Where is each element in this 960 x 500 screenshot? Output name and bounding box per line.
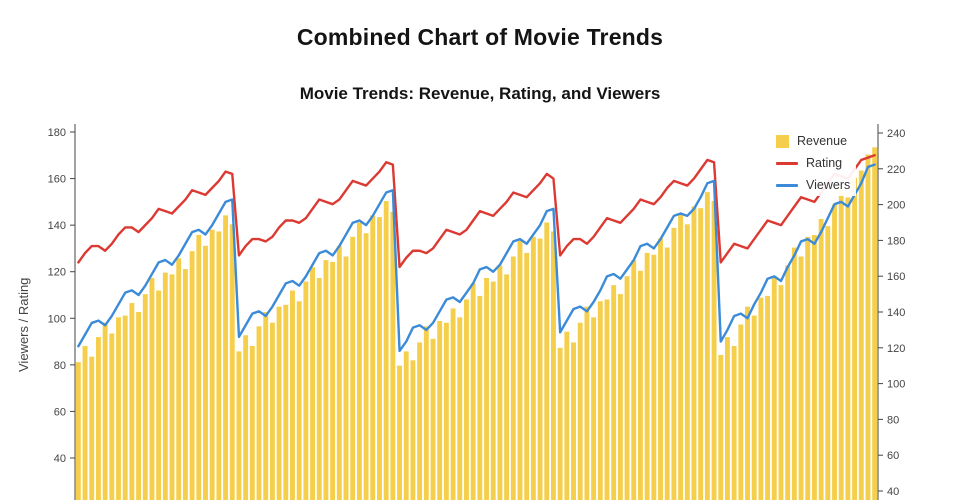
left-axis-tick-label: 160 [48, 174, 66, 186]
legend-item-revenue[interactable]: Revenue [776, 133, 850, 149]
legend-item-viewers[interactable]: Viewers [776, 177, 850, 193]
left-axis-tick-label: 40 [54, 453, 66, 465]
right-axis-tick-label: 220 [887, 164, 905, 176]
right-axis-tick-label: 100 [887, 379, 905, 391]
left-axis-tick-label: 180 [48, 127, 66, 139]
chart-title: Combined Chart of Movie Trends [296, 24, 664, 50]
right-axis-tick-label: 160 [887, 271, 905, 283]
right-axis-tick-label: 180 [887, 235, 905, 247]
right-axis-tick-label: 240 [887, 128, 905, 140]
viewers-line [77, 163, 876, 353]
left-axis-tick-label: 140 [48, 220, 66, 232]
legend-item-rating[interactable]: Rating [776, 155, 850, 171]
right-axis-tick-label: 80 [887, 414, 899, 426]
right-axis-tick-label: 120 [887, 343, 905, 355]
legend-label-viewers: Viewers [806, 178, 851, 192]
legend-label-rating: Rating [806, 156, 843, 170]
legend-label-revenue: Revenue [797, 134, 848, 148]
legend: Revenue Rating Viewers [772, 130, 857, 196]
right-axis-tick-label: 140 [887, 307, 905, 319]
left-axis-tick-label: 60 [54, 406, 66, 418]
left-axis-tick-label: 100 [48, 313, 66, 325]
viewers-swatch-icon [776, 183, 798, 187]
right-axis-tick-label: 200 [887, 200, 905, 212]
right-axis-tick-label: 40 [887, 486, 899, 498]
left-axis-title: Viewers / Rating [16, 277, 31, 372]
right-axis-tick-label: 60 [887, 450, 899, 462]
rating-line [77, 154, 876, 269]
left-axis-tick-label: 80 [54, 360, 66, 372]
rating-swatch-icon [776, 161, 798, 165]
revenue-bars[interactable] [75, 147, 878, 500]
left-axis-tick-label: 120 [48, 267, 66, 279]
revenue-swatch-icon [776, 134, 789, 148]
chart-subtitle: Movie Trends: Revenue, Rating, and Viewe… [299, 84, 661, 103]
